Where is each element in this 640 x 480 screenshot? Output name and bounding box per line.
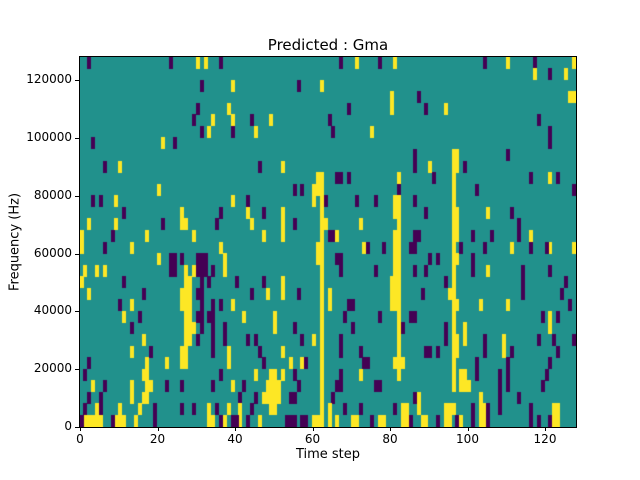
y-tick-mark xyxy=(75,196,79,197)
x-tick-mark xyxy=(390,427,391,431)
x-tick-label: 60 xyxy=(304,432,321,446)
x-tick-label: 120 xyxy=(533,432,557,446)
x-tick-label: 20 xyxy=(149,432,166,446)
chart-title: Predicted : Gma xyxy=(267,36,389,54)
y-tick-mark xyxy=(75,311,79,312)
y-tick-label: 20000 xyxy=(33,361,72,376)
y-tick-label: 80000 xyxy=(33,187,72,202)
y-tick-label: 0 xyxy=(64,419,72,433)
y-tick-mark xyxy=(75,427,79,428)
x-axis-label: Time step xyxy=(295,447,361,462)
heatmap-canvas xyxy=(80,57,576,427)
x-tick-label: 40 xyxy=(227,432,243,446)
plot-area xyxy=(79,56,577,428)
y-tick-mark xyxy=(75,254,79,255)
x-tick-mark xyxy=(313,427,314,431)
x-tick-mark xyxy=(80,427,81,431)
x-tick-mark xyxy=(158,427,159,431)
x-tick-mark xyxy=(235,427,236,431)
y-axis-label: Frequency (Hz) xyxy=(7,192,23,292)
y-tick-mark xyxy=(75,369,79,370)
y-tick-mark xyxy=(75,80,79,81)
y-tick-label: 40000 xyxy=(33,303,72,318)
y-tick-label: 100000 xyxy=(26,129,72,144)
x-tick-label: 80 xyxy=(382,432,398,446)
y-tick-label: 60000 xyxy=(33,245,72,260)
y-tick-label: 120000 xyxy=(26,72,72,87)
x-tick-mark xyxy=(468,427,469,431)
x-tick-label: 0 xyxy=(76,432,84,446)
x-tick-mark xyxy=(545,427,546,431)
y-tick-mark xyxy=(75,138,79,139)
x-tick-label: 100 xyxy=(456,432,479,446)
